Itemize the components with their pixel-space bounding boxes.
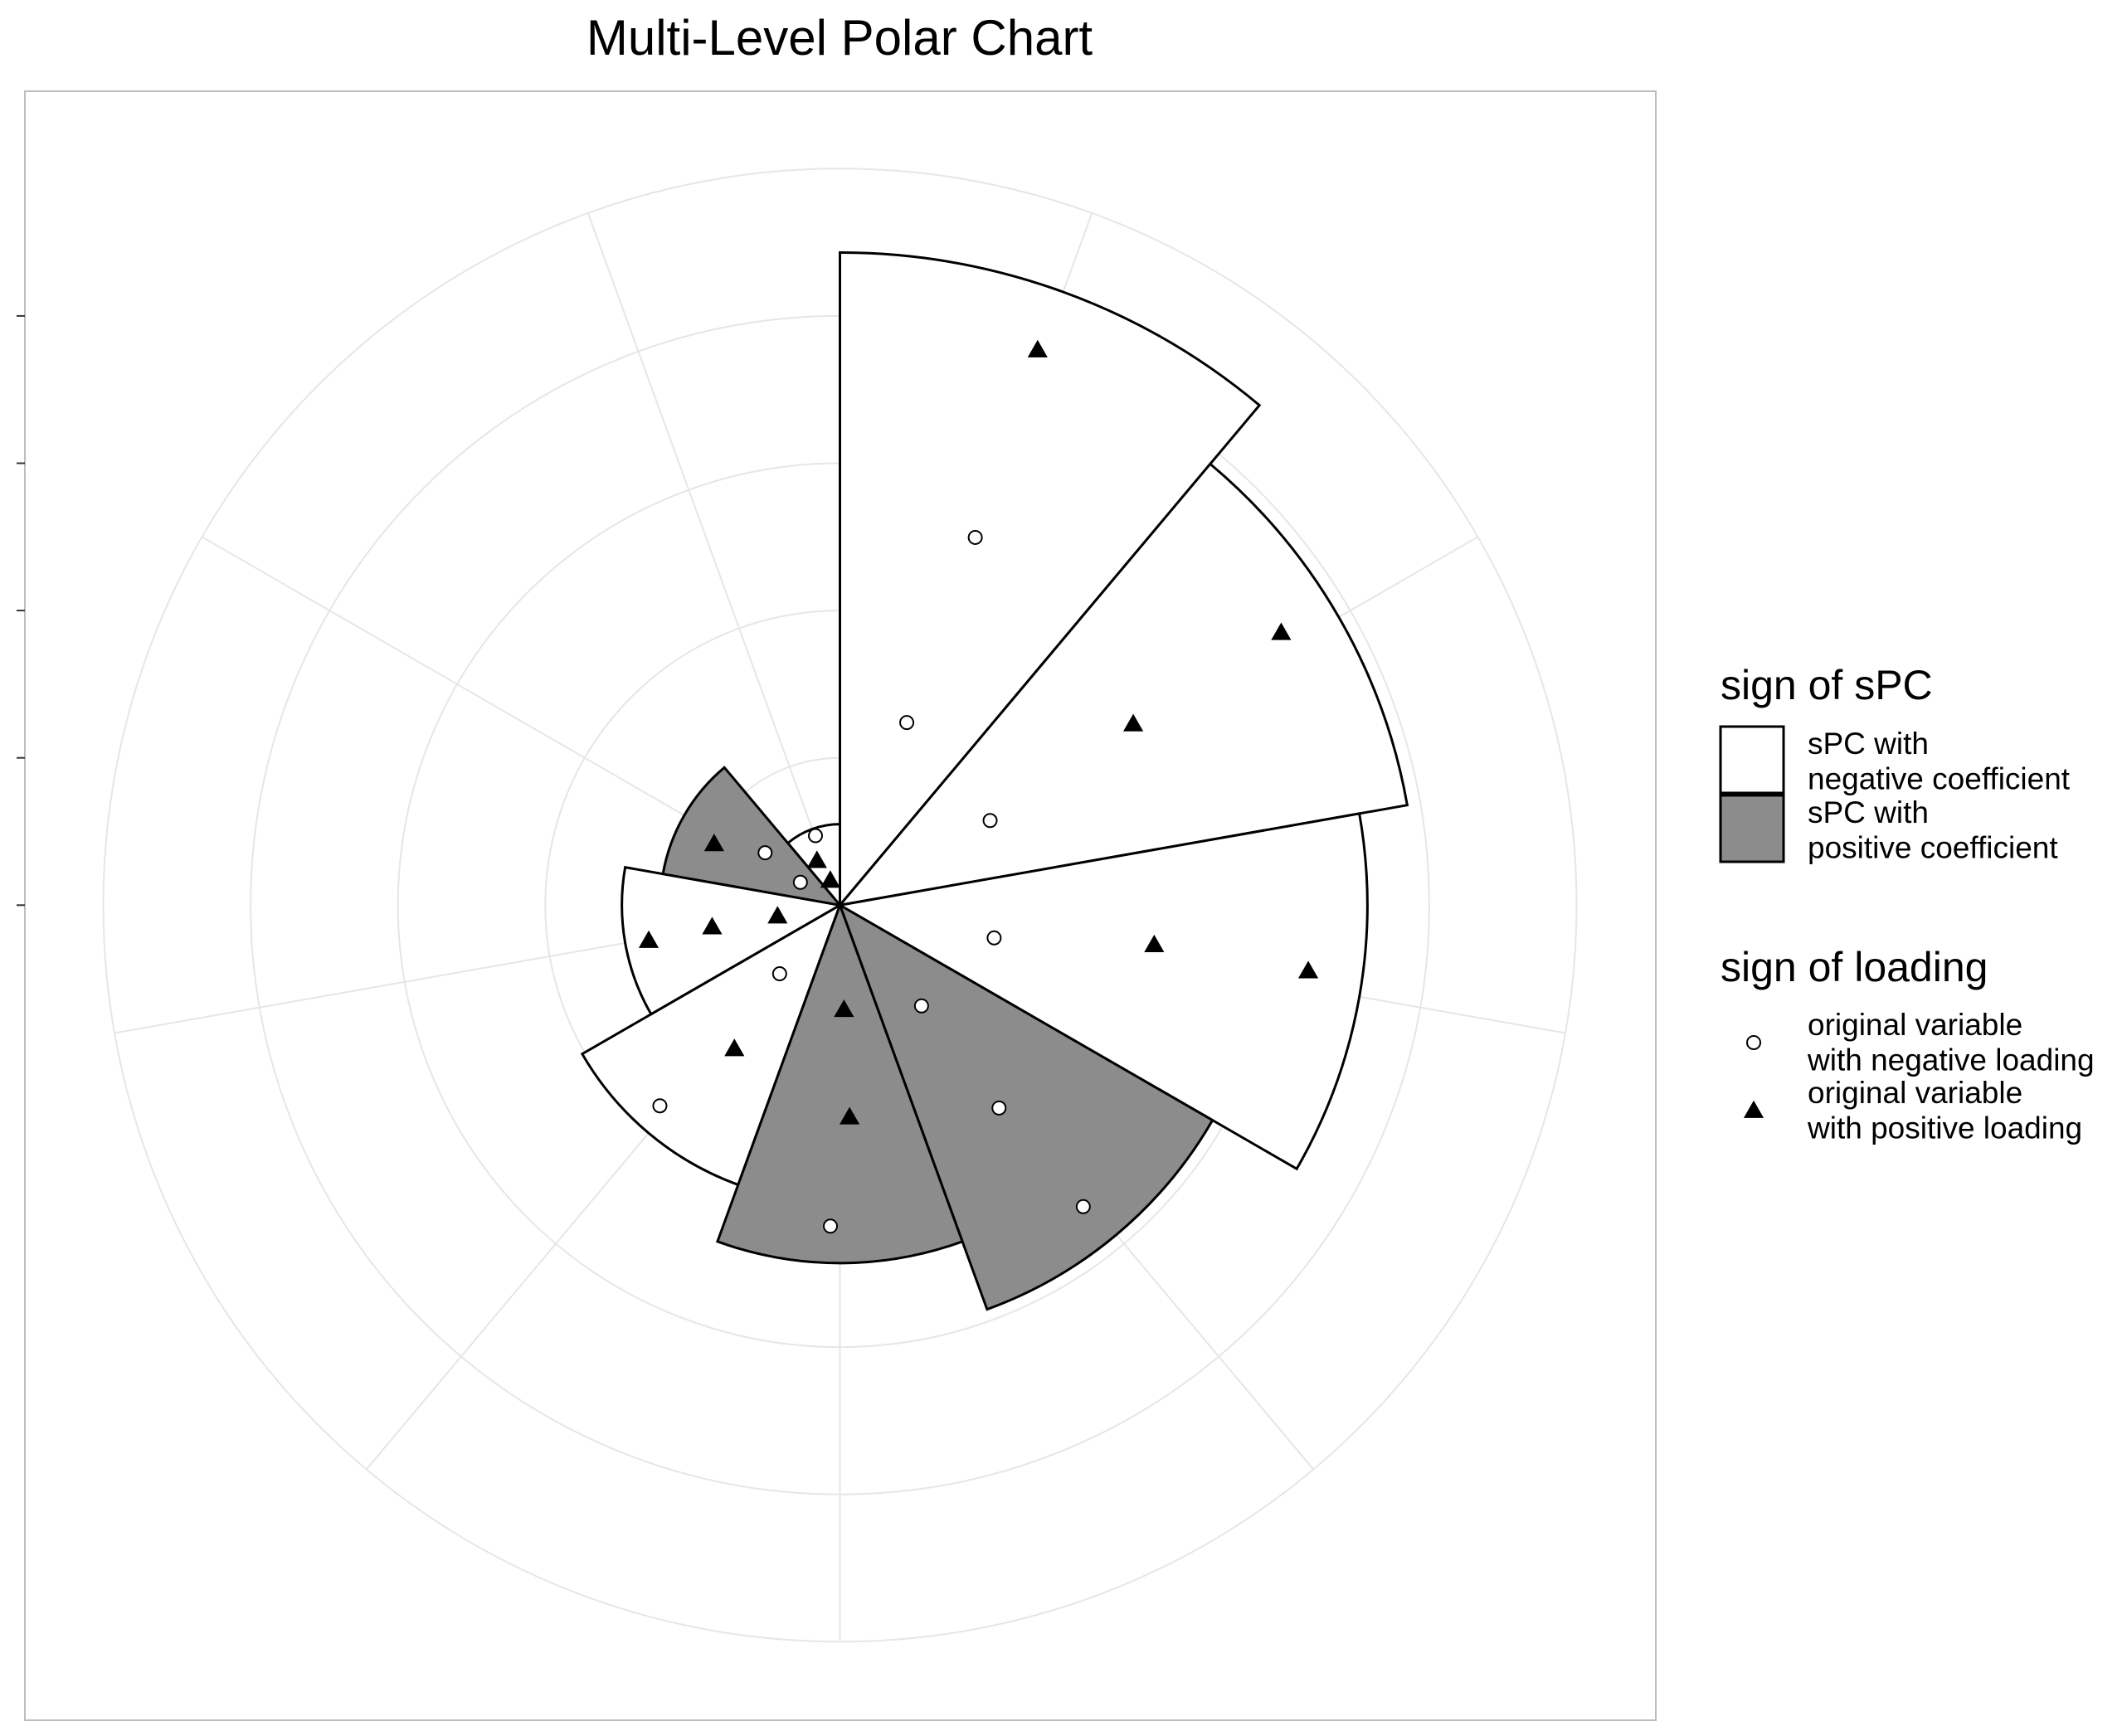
point: [982, 813, 998, 829]
point: [899, 715, 915, 731]
point: [757, 845, 773, 861]
point: [1075, 1199, 1091, 1214]
point: [1027, 339, 1048, 357]
legend-key: [1746, 1035, 1761, 1050]
bar: [661, 766, 844, 907]
legend-key: [1743, 1100, 1764, 1118]
bar: [837, 902, 1214, 1311]
point: [913, 998, 929, 1014]
point: [1271, 622, 1292, 640]
point: [767, 906, 788, 924]
legend-title: sign of loading: [1721, 944, 1988, 990]
bar: [836, 812, 1369, 1171]
grid-spoke: [587, 212, 841, 906]
point: [840, 1106, 860, 1125]
bar: [715, 901, 965, 1265]
point: [1297, 960, 1319, 979]
point: [991, 1100, 1007, 1116]
legend-key: [1719, 794, 1785, 863]
legend-label: original variable with negative loading: [1807, 1008, 2095, 1077]
chart-title: Multi-Level Polar Chart: [587, 10, 1093, 66]
point: [703, 834, 724, 852]
point: [771, 966, 787, 982]
point: [806, 850, 827, 868]
legend-title: sign of sPC: [1721, 662, 1933, 708]
point: [724, 1038, 745, 1057]
point: [820, 870, 840, 888]
point: [792, 874, 808, 890]
point: [808, 828, 824, 844]
point: [1144, 934, 1165, 953]
legend-label: sPC with positive coefficient: [1808, 795, 2058, 865]
point: [702, 917, 723, 935]
legend-label: original variable with positive loading: [1807, 1076, 2082, 1145]
legend-label: sPC with negative coefficient: [1808, 727, 2071, 796]
point: [638, 930, 660, 948]
point: [834, 999, 854, 1018]
point: [986, 930, 1002, 946]
bar: [621, 865, 844, 1016]
point: [967, 529, 983, 545]
legend-key: [1719, 725, 1785, 795]
point: [823, 1218, 839, 1234]
bar: [839, 251, 1262, 909]
point: [1122, 713, 1144, 732]
bar: [836, 462, 1409, 907]
point: [652, 1098, 668, 1114]
